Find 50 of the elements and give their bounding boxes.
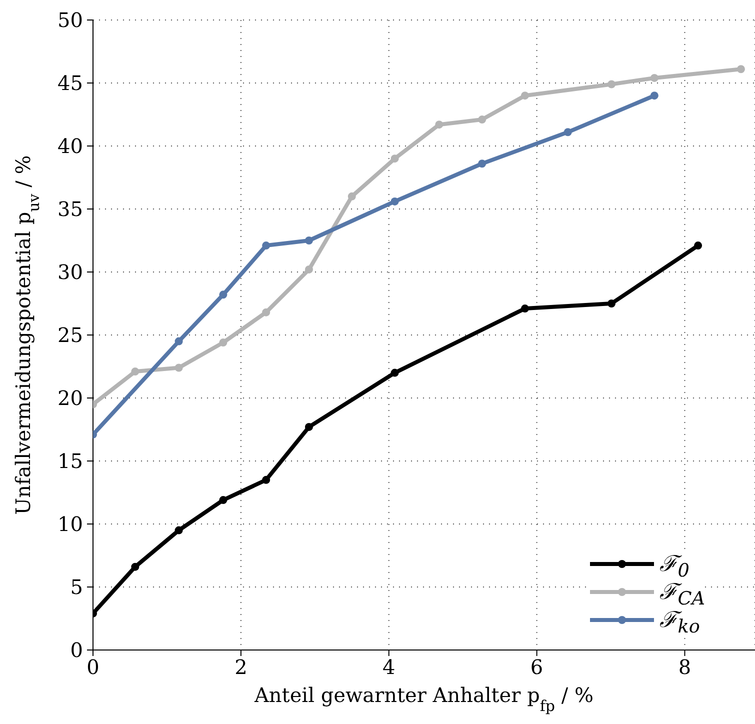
x-tick-label: 4 xyxy=(382,655,396,680)
point xyxy=(174,526,183,534)
point xyxy=(174,337,183,346)
point xyxy=(390,197,399,206)
point xyxy=(736,65,745,74)
point xyxy=(304,236,313,244)
point xyxy=(219,338,228,347)
point xyxy=(304,422,313,431)
point xyxy=(520,92,529,100)
y-tick-label: 0 xyxy=(70,638,83,662)
y-tick-label: 50 xyxy=(58,8,83,32)
point xyxy=(478,160,486,168)
y-tick-label: 30 xyxy=(58,260,83,284)
y-tick-label: 35 xyxy=(58,197,83,222)
point xyxy=(650,92,658,100)
legend-label: ℱ$_{ko}$ xyxy=(660,608,700,638)
point xyxy=(694,242,702,250)
point xyxy=(348,192,356,200)
point xyxy=(262,308,270,316)
point xyxy=(478,116,486,124)
point xyxy=(650,74,658,82)
x-tick-label: 6 xyxy=(530,655,544,680)
y-tick-label: 10 xyxy=(58,512,83,536)
y-tick-label: 25 xyxy=(58,323,83,348)
point xyxy=(174,364,183,372)
point xyxy=(131,368,140,376)
x-axis-title: Anteil gewarnter Anhalter p$_{fp}$ / % xyxy=(253,683,594,715)
point xyxy=(262,242,270,250)
point xyxy=(520,304,529,313)
legend-label: ℱ$_{0}$ xyxy=(660,552,690,582)
point xyxy=(219,496,228,504)
legend-label: ℱ$_{CA}$ xyxy=(660,580,705,610)
point xyxy=(608,80,616,88)
y-tick-label: 5 xyxy=(70,575,83,600)
x-tick-label: 2 xyxy=(234,655,248,680)
point xyxy=(564,128,572,136)
point xyxy=(304,265,313,274)
point xyxy=(608,300,616,308)
x-tick-label: 8 xyxy=(678,655,692,680)
point xyxy=(131,562,140,571)
y-tick-label: 45 xyxy=(58,71,83,96)
point xyxy=(390,154,399,163)
y-tick-label: 15 xyxy=(58,449,83,474)
point xyxy=(219,290,228,299)
point xyxy=(262,476,270,484)
y-tick-label: 40 xyxy=(58,134,83,158)
y-tick-label: 20 xyxy=(58,386,83,410)
point xyxy=(390,368,399,377)
x-tick-label: 0 xyxy=(86,655,100,680)
point xyxy=(435,120,444,129)
